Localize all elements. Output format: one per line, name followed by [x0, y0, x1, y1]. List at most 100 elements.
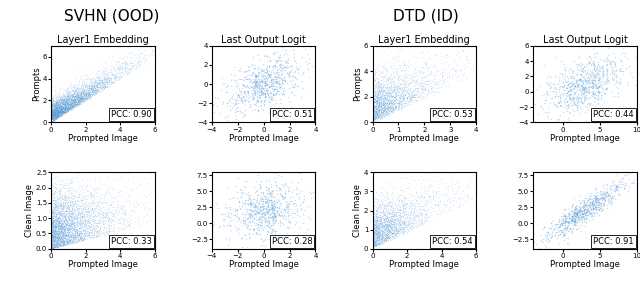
Point — [47, 233, 57, 237]
Point — [396, 183, 406, 188]
Point — [58, 170, 68, 174]
Point — [54, 235, 65, 240]
Point — [410, 203, 420, 208]
Point — [568, 217, 579, 222]
Point — [580, 103, 590, 108]
Point — [67, 97, 77, 101]
Point — [103, 80, 113, 85]
Point — [47, 211, 57, 216]
Point — [95, 221, 105, 226]
Point — [83, 95, 93, 99]
Point — [48, 118, 58, 123]
Point — [443, 206, 453, 211]
Point — [69, 101, 79, 105]
Point — [419, 194, 429, 199]
Point — [254, 181, 264, 186]
Point — [47, 96, 57, 100]
Point — [376, 96, 387, 101]
Point — [64, 204, 74, 209]
Point — [74, 94, 84, 98]
Point — [576, 208, 586, 213]
Point — [61, 236, 71, 240]
Point — [370, 229, 380, 234]
Point — [237, 99, 248, 104]
Point — [47, 244, 57, 249]
Point — [296, 200, 306, 205]
Point — [65, 104, 76, 109]
Point — [50, 117, 60, 121]
Point — [368, 85, 378, 89]
Point — [546, 117, 556, 121]
Point — [369, 231, 379, 236]
Point — [53, 110, 63, 115]
Point — [74, 218, 84, 223]
Point — [47, 221, 57, 226]
Point — [70, 88, 81, 93]
Point — [108, 81, 118, 86]
Point — [589, 78, 599, 82]
Point — [380, 104, 390, 108]
Point — [291, 187, 301, 191]
Point — [558, 234, 568, 238]
Point — [376, 102, 387, 106]
Point — [374, 222, 384, 227]
Point — [389, 229, 399, 234]
Point — [47, 118, 58, 123]
Point — [444, 79, 454, 84]
Point — [66, 205, 76, 209]
Point — [53, 210, 63, 214]
Point — [399, 204, 409, 208]
Point — [50, 234, 60, 239]
Point — [394, 90, 404, 94]
Point — [387, 104, 397, 109]
Point — [632, 49, 640, 53]
Point — [376, 104, 386, 109]
Point — [51, 108, 61, 113]
Point — [142, 220, 152, 225]
Point — [92, 218, 102, 222]
Point — [55, 107, 65, 111]
Point — [114, 71, 124, 75]
Point — [49, 102, 59, 107]
Point — [72, 239, 83, 244]
Point — [376, 83, 386, 87]
Point — [293, 68, 303, 73]
Point — [81, 74, 92, 78]
Point — [379, 227, 389, 231]
Point — [54, 210, 64, 214]
Point — [88, 92, 98, 96]
Point — [424, 206, 435, 211]
Point — [584, 208, 594, 213]
Point — [54, 229, 65, 233]
Point — [274, 199, 284, 203]
Point — [104, 64, 115, 68]
Point — [569, 90, 579, 94]
Point — [588, 62, 598, 67]
Point — [82, 231, 92, 235]
Point — [611, 185, 621, 190]
Point — [63, 108, 74, 112]
Point — [408, 217, 418, 221]
Point — [75, 96, 85, 100]
Point — [390, 78, 400, 83]
Point — [83, 86, 93, 90]
Point — [96, 76, 106, 81]
Point — [70, 102, 81, 106]
Point — [374, 241, 384, 246]
Point — [376, 241, 387, 245]
Point — [565, 97, 575, 102]
Point — [58, 243, 68, 248]
Point — [584, 59, 594, 63]
Point — [65, 234, 76, 239]
Point — [115, 74, 125, 79]
Point — [383, 225, 394, 230]
Point — [90, 227, 100, 232]
Point — [560, 213, 570, 218]
Point — [374, 214, 385, 219]
Point — [255, 208, 265, 212]
Point — [225, 224, 236, 228]
Point — [103, 67, 113, 72]
Point — [67, 225, 77, 230]
Point — [105, 226, 115, 230]
Point — [75, 219, 85, 223]
